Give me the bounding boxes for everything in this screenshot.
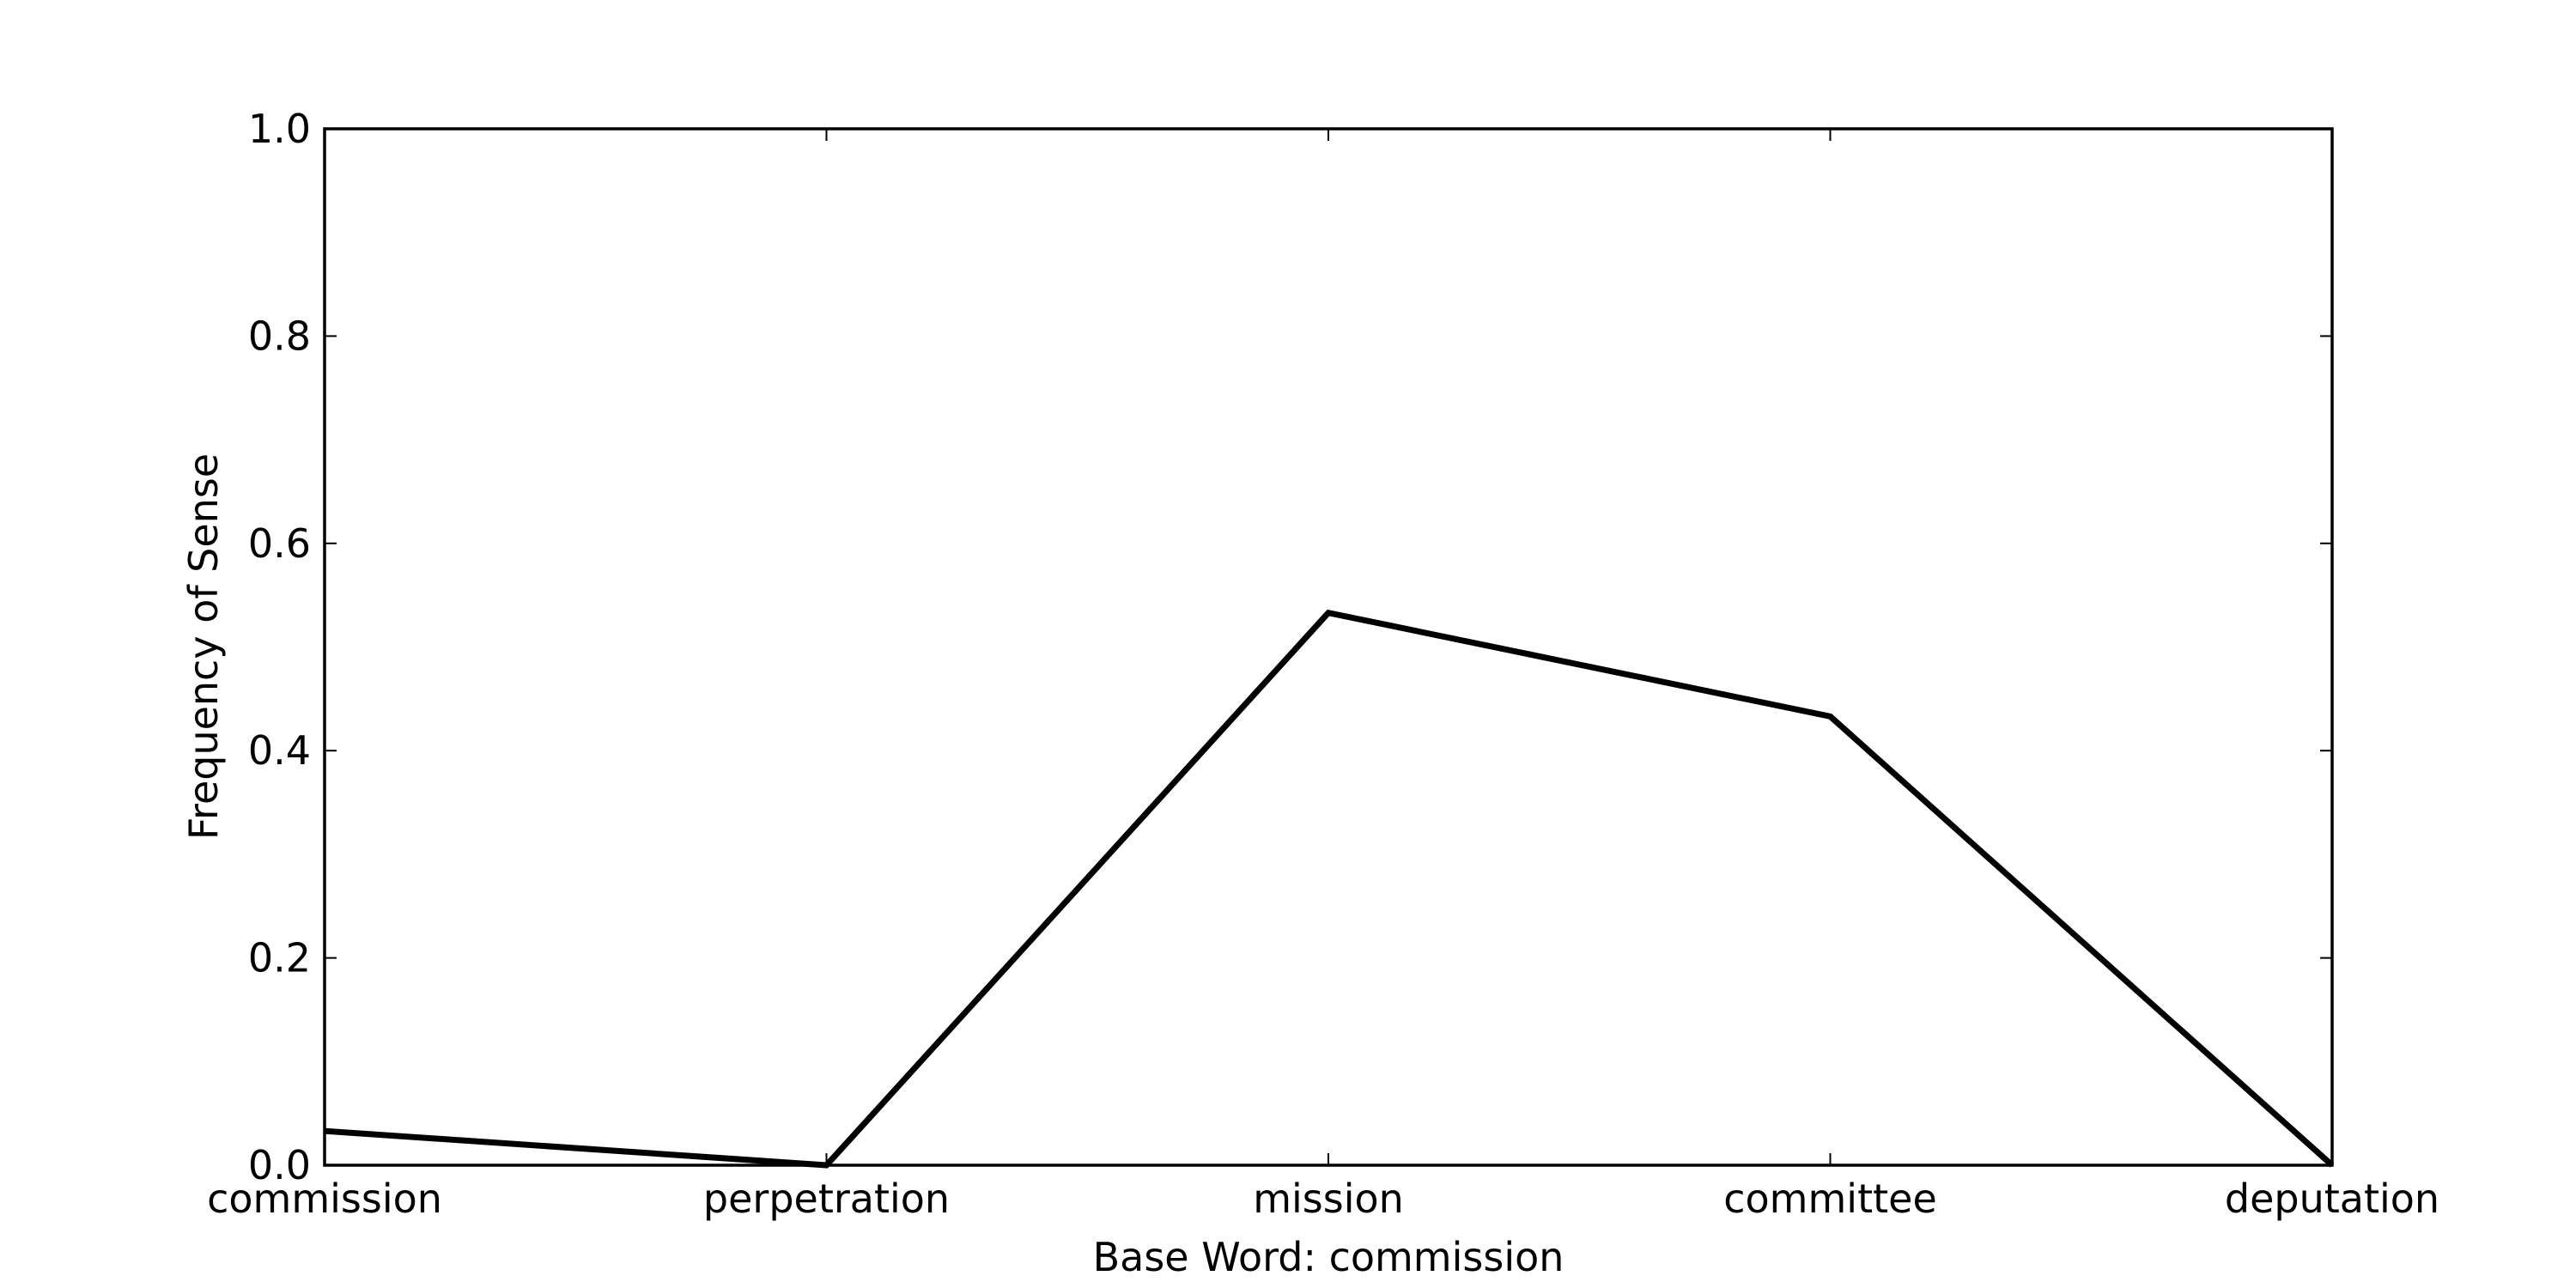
x-tick-label: committee (1723, 1176, 1937, 1222)
x-tick-label: commission (207, 1176, 442, 1222)
x-tick-label: deputation (2225, 1176, 2439, 1222)
y-tick-label: 0.6 (248, 520, 311, 567)
x-axis-ticks: commission perpetration mission committee de… (207, 129, 2439, 1222)
y-tick-label: 1.0 (248, 106, 311, 152)
x-tick-label: perpetration (703, 1176, 950, 1222)
y-tick-label: 0.2 (248, 935, 311, 981)
y-tick-label: 0.0 (248, 1142, 311, 1188)
y-axis-ticks: 0.0 0.2 0.4 0.6 0.8 1.0 (248, 106, 2332, 1188)
y-axis-label: Frequency of Sense (180, 453, 227, 840)
x-tick-label: mission (1253, 1176, 1404, 1222)
plot-frame (323, 127, 2334, 1167)
y-tick-label: 0.4 (248, 727, 311, 774)
y-tick-label: 0.8 (248, 313, 311, 359)
x-axis-label: Base Word: commission (1093, 1234, 1564, 1280)
